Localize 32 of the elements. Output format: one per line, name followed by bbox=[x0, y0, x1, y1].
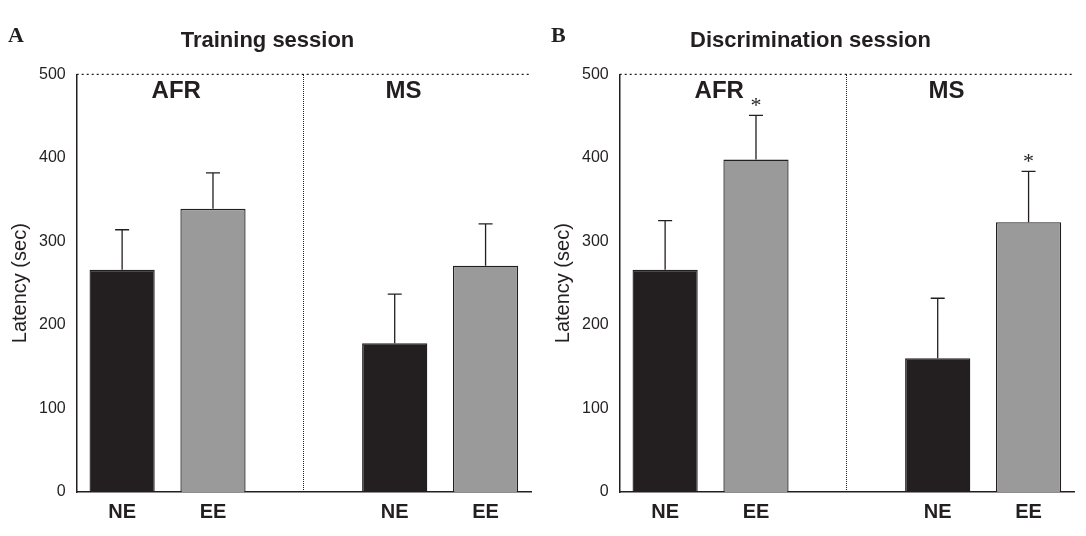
y-tick-label: 100 bbox=[581, 398, 609, 416]
y-tick-label: 200 bbox=[38, 315, 66, 333]
x-tick-label: NE bbox=[380, 499, 409, 522]
data-label: * bbox=[1023, 148, 1035, 174]
x-tick-label: NE bbox=[923, 499, 952, 522]
annotation: AFR bbox=[151, 76, 201, 104]
y-tick-label: 0 bbox=[599, 482, 609, 500]
y-tick-label: 500 bbox=[38, 64, 66, 82]
x-tick-label: EE bbox=[742, 499, 770, 522]
x-tick-label: NE bbox=[651, 499, 680, 522]
y-tick-label: 400 bbox=[38, 148, 66, 166]
x-tick-label: NE bbox=[108, 499, 137, 522]
annotation: MS bbox=[385, 76, 422, 104]
text: A bbox=[8, 22, 24, 47]
y-tick-label: 400 bbox=[581, 148, 609, 166]
y-tick-label: 100 bbox=[38, 398, 66, 416]
y-tick-label: 200 bbox=[581, 315, 609, 333]
chart-title: Training session bbox=[180, 27, 355, 53]
y-axis-title: Latency (sec) bbox=[550, 223, 573, 344]
x-tick-label: EE bbox=[199, 499, 227, 522]
chart-title: Discrimination session bbox=[690, 27, 931, 53]
data-label: * bbox=[750, 92, 762, 118]
x-tick-label: EE bbox=[1015, 499, 1042, 522]
y-tick-label: 0 bbox=[56, 482, 66, 500]
y-tick-label: 500 bbox=[581, 64, 609, 82]
y-tick-label: 300 bbox=[38, 231, 66, 249]
annotation: AFR bbox=[694, 76, 744, 104]
y-tick-label: 300 bbox=[581, 231, 609, 249]
annotation: MS bbox=[928, 76, 965, 104]
x-tick-label: EE bbox=[472, 499, 499, 522]
text: B bbox=[551, 22, 566, 47]
y-axis-title: Latency (sec) bbox=[7, 223, 30, 344]
